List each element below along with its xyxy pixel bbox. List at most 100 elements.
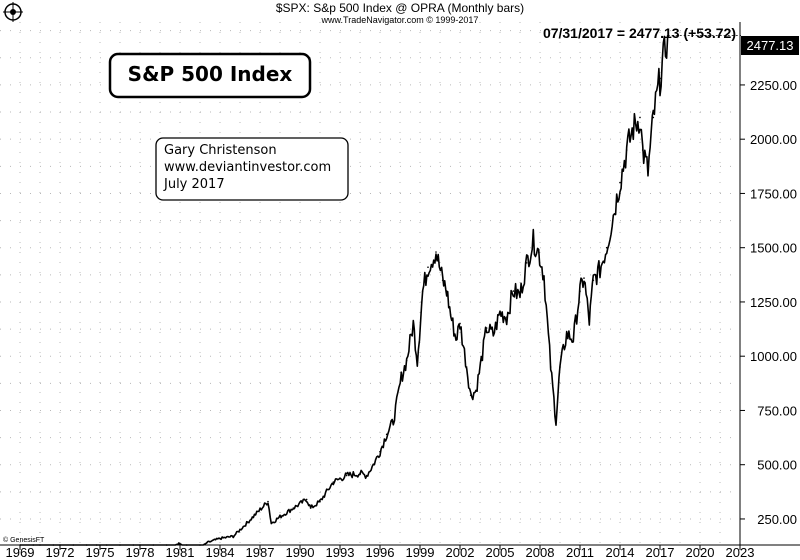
price-point [512,290,515,292]
y-tick-label: 1500.00 [750,241,797,256]
price-point [537,251,540,253]
price-point [245,522,248,525]
price-point [641,149,644,151]
price-point [85,544,88,546]
chart-header-title: $SPX: S&p 500 Index @ OPRA (Monthly bars… [276,1,524,15]
x-tick-label: 2014 [606,545,635,560]
price-point [267,500,269,503]
price-point [219,537,221,540]
price-point [465,366,468,368]
price-point [105,544,108,546]
y-tick-label: 1250.00 [750,295,797,310]
price-point [385,433,388,436]
x-tick-label: 1999 [406,545,435,560]
y-tick-label: 1750.00 [750,186,797,201]
price-point [379,450,381,453]
title-box [108,52,312,99]
x-tick-label: 2005 [486,545,515,560]
title-box-text: S&P 500 Index [128,62,293,86]
price-point [549,366,552,368]
x-tick-label: 2020 [686,545,715,560]
price-point [445,290,448,292]
price-point [270,522,273,525]
price-point [279,515,281,518]
credit-date: July 2017 [163,177,225,192]
price-readout: 07/31/2017 = 2477.13 (+53.72) [543,25,736,41]
price-point [459,322,461,325]
tradenavigator-logo [3,2,23,22]
price-point [427,266,429,269]
price-point [565,333,568,336]
price-point [605,246,608,249]
price-point [392,420,395,423]
x-tick-label: 1969 [6,545,35,560]
y-tick-label: 750.00 [757,403,797,418]
price-point [469,394,472,397]
price-point [365,474,368,477]
chart-axes [0,22,800,546]
price-point [32,544,35,546]
price-point [519,294,521,297]
price-point [612,214,615,216]
price-point [345,474,348,477]
chart-grid [0,22,741,545]
price-point [185,544,188,546]
price-series [19,34,741,546]
x-tick-label: 2002 [446,545,475,560]
price-point [625,149,628,151]
price-point [412,322,415,325]
y-tick-label: 2000.00 [750,132,797,147]
price-point [532,240,535,242]
price-point [588,320,591,323]
x-tick-label: 1981 [166,545,195,560]
price-point [599,268,601,271]
credit-box [155,137,349,201]
price-point [449,314,452,316]
price-point [475,390,477,392]
price-point [579,290,581,292]
price-point [559,366,561,368]
price-point [583,277,585,279]
x-tick-label: 1975 [86,545,115,560]
price-point [39,544,41,546]
x-tick-label: 2011 [566,545,594,560]
y-tick-labels: 250.00 500.00 750.00 1000.00 1250.00 1500.00 1… [740,78,797,527]
price-point [319,500,321,503]
price-point [555,420,557,423]
price-point [292,507,295,509]
price-point [405,359,408,362]
price-point [309,507,312,509]
price-point [165,544,168,546]
price-point [152,544,155,546]
price-point [480,359,483,362]
price-point [543,275,545,277]
price-point [59,544,61,546]
price-point [435,251,437,253]
credit-website: www.deviantinvestor.com [164,160,331,175]
x-tick-label: 1978 [126,545,155,560]
price-point [659,77,661,80]
genesis-logo: © GenesisFT [3,536,45,544]
price-line [20,35,669,546]
x-tick-label: 1984 [206,545,235,560]
price-point [305,498,308,501]
price-point [416,359,419,362]
price-point [119,544,121,546]
price-point [485,327,488,329]
price-point [95,544,98,546]
price-point [19,544,21,546]
chart-header-subtitle: www.TradeNavigator.com © 1999-2017 [321,15,479,25]
y-tick-label: 1000.00 [750,349,797,364]
price-point [632,127,635,130]
x-tick-label: 1987 [246,545,275,560]
price-point [421,290,424,292]
x-tick-label: 2023 [726,545,755,560]
price-point [52,544,55,546]
x-tick-labels: 1969 1972 1975 1978 1981 1984 1987 1990 1993 1996… [6,545,755,560]
x-tick-label: 2008 [526,545,555,560]
price-point [639,116,641,119]
price-point [205,542,208,544]
price-point [332,481,335,483]
price-point [359,472,361,475]
